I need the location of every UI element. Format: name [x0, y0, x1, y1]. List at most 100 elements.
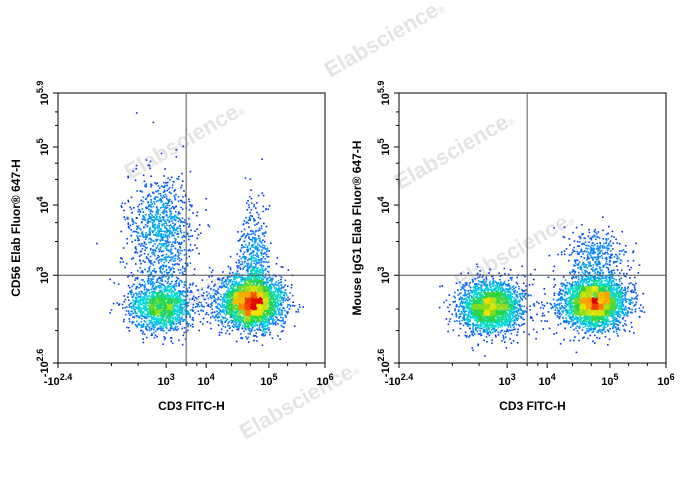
event-point — [150, 315, 152, 317]
event-point — [169, 300, 172, 303]
event-point — [152, 278, 155, 280]
event-point — [166, 189, 168, 192]
event-point — [161, 291, 164, 293]
event-point — [123, 318, 125, 321]
event-point — [191, 318, 194, 321]
event-point — [173, 226, 175, 229]
event-point — [174, 288, 177, 291]
event-point — [183, 286, 185, 288]
event-point — [286, 312, 289, 315]
event-point — [221, 315, 223, 318]
event-point — [171, 280, 173, 283]
event-point — [145, 243, 147, 245]
event-point — [218, 308, 220, 310]
event-point — [165, 323, 167, 325]
event-point — [235, 319, 238, 321]
event-point — [173, 301, 176, 304]
event-point — [172, 308, 175, 310]
event-point — [159, 249, 162, 251]
event-point — [121, 258, 123, 260]
event-point — [152, 253, 154, 256]
event-point — [179, 245, 181, 248]
event-point — [159, 194, 162, 197]
event-point — [154, 218, 157, 221]
event-point — [178, 254, 180, 257]
event-point — [260, 329, 262, 331]
event-point — [166, 292, 169, 295]
event-point — [279, 307, 281, 309]
event-point — [132, 293, 135, 295]
event-point — [224, 280, 226, 283]
event-point — [281, 297, 283, 299]
event-point — [262, 328, 265, 331]
event-point — [203, 292, 205, 294]
event-point — [138, 203, 141, 206]
event-point — [136, 325, 138, 328]
event-point — [262, 333, 264, 335]
event-point — [173, 268, 175, 270]
event-point — [164, 168, 166, 170]
event-point — [285, 292, 287, 295]
event-point — [154, 322, 157, 324]
event-point — [156, 319, 158, 321]
event-point — [177, 277, 180, 280]
event-point — [163, 293, 165, 296]
event-point — [170, 232, 172, 234]
event-point — [149, 237, 152, 240]
event-point — [155, 218, 158, 220]
event-point — [169, 289, 172, 291]
event-point — [173, 329, 175, 332]
event-point — [214, 283, 216, 286]
event-point — [166, 311, 169, 313]
event-point — [160, 304, 162, 306]
event-point — [175, 282, 178, 285]
event-point — [152, 295, 155, 298]
event-point — [173, 228, 176, 230]
event-point — [132, 299, 134, 302]
event-point — [233, 273, 236, 276]
event-point — [162, 315, 165, 318]
event-point — [151, 210, 154, 213]
event-point — [216, 290, 219, 293]
event-point — [142, 323, 145, 325]
event-point — [165, 260, 167, 262]
event-point — [161, 278, 163, 281]
event-point — [189, 244, 192, 246]
event-point — [171, 320, 174, 323]
event-point — [239, 301, 242, 303]
event-point — [277, 335, 279, 337]
event-point — [132, 219, 134, 222]
watermark-6: Elabscience® — [235, 356, 364, 445]
event-point — [165, 230, 168, 232]
event-point — [153, 203, 156, 205]
event-point — [157, 293, 160, 295]
event-point — [179, 304, 181, 307]
event-point — [282, 299, 284, 301]
event-point — [167, 199, 170, 201]
event-point — [139, 301, 141, 303]
event-point — [221, 320, 223, 323]
event-point — [133, 283, 135, 286]
event-point — [230, 315, 232, 318]
event-point — [235, 314, 238, 316]
event-point — [221, 321, 223, 324]
event-point — [205, 209, 207, 211]
event-point — [144, 316, 146, 319]
event-point — [163, 242, 166, 245]
event-point — [136, 297, 138, 299]
event-point — [171, 322, 174, 324]
event-point — [271, 337, 274, 339]
event-point — [180, 308, 183, 310]
event-point — [206, 304, 209, 307]
event-point — [135, 288, 137, 290]
event-point — [256, 302, 259, 304]
event-point — [276, 284, 279, 286]
event-point — [283, 293, 286, 296]
event-point — [219, 309, 221, 311]
event-point — [188, 223, 191, 225]
event-point — [223, 306, 225, 309]
event-point — [264, 261, 266, 263]
event-point — [134, 251, 136, 254]
event-point — [182, 307, 184, 310]
event-point — [170, 224, 172, 227]
